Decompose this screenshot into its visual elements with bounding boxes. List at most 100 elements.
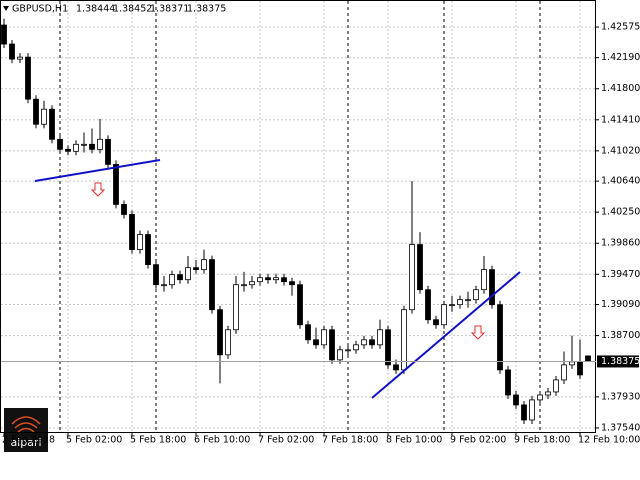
candle-body bbox=[81, 143, 87, 146]
candle-body bbox=[409, 244, 415, 311]
candle-body bbox=[233, 284, 239, 331]
y-tick-label: 1.40640 bbox=[601, 176, 640, 187]
y-tick-label: 1.41020 bbox=[601, 145, 640, 156]
trend-line bbox=[371, 271, 521, 399]
sell-arrow bbox=[470, 325, 486, 340]
candle-body bbox=[73, 143, 79, 152]
x-tick-label: 5 Feb 18:00 bbox=[130, 435, 186, 446]
candle-body bbox=[353, 344, 359, 351]
x-tick-label: 8 Feb 10:00 bbox=[386, 435, 442, 446]
candle-body bbox=[289, 281, 295, 286]
candle-body bbox=[225, 329, 231, 356]
candle-body bbox=[41, 108, 47, 125]
candle-body bbox=[153, 264, 159, 286]
candle-body bbox=[169, 274, 175, 286]
candle-body bbox=[457, 299, 463, 306]
price-label-box bbox=[597, 355, 639, 368]
y-tick-label: 1.39860 bbox=[601, 238, 640, 249]
candle-body bbox=[305, 324, 311, 341]
x-tick-label: 7 Feb 02:00 bbox=[258, 435, 314, 446]
candle-body bbox=[297, 284, 303, 326]
candle-body bbox=[201, 259, 207, 271]
symbol: GBPUSD,H1 bbox=[12, 4, 68, 15]
candle-body bbox=[265, 277, 271, 281]
y-tick-label: 1.42190 bbox=[601, 52, 640, 63]
last-close: 1.38375 bbox=[187, 4, 226, 15]
y-tick-label: 1.38700 bbox=[601, 330, 640, 341]
sell-arrow bbox=[90, 182, 106, 197]
candle-body bbox=[505, 369, 511, 396]
candle-body bbox=[425, 289, 431, 321]
candle-body bbox=[161, 284, 167, 287]
candle-body bbox=[25, 56, 31, 100]
trend-line bbox=[34, 159, 161, 182]
y-tick-label: 1.41800 bbox=[601, 83, 640, 94]
candle-body bbox=[489, 269, 495, 306]
x-tick-label: 6 Feb 10:00 bbox=[194, 435, 250, 446]
candle-body bbox=[313, 339, 319, 346]
y-tick-label: 1.40250 bbox=[601, 207, 640, 218]
y-tick-label: 1.37930 bbox=[601, 391, 640, 402]
candle-body bbox=[97, 138, 103, 150]
x-tick-label: 9 Feb 18:00 bbox=[514, 435, 570, 446]
candle-body bbox=[401, 309, 407, 371]
candle-body bbox=[473, 289, 479, 301]
candle-body bbox=[561, 364, 567, 381]
candle-body bbox=[449, 304, 455, 307]
candle-body bbox=[257, 277, 263, 283]
candle-body bbox=[9, 43, 15, 60]
x-tick-label: 7 Feb 18:00 bbox=[322, 435, 378, 446]
x-tick-label: 5 Feb 02:00 bbox=[66, 435, 122, 446]
candle-body bbox=[361, 339, 367, 346]
candle-body bbox=[577, 361, 583, 376]
candles bbox=[1, 18, 591, 424]
candle-body bbox=[49, 108, 55, 140]
last-open: 1.38444 bbox=[76, 4, 115, 15]
candle-body bbox=[193, 267, 199, 271]
header-icon bbox=[3, 6, 9, 11]
candle-body bbox=[321, 329, 327, 346]
candle-body bbox=[481, 269, 487, 291]
candle-body bbox=[585, 355, 591, 362]
candle-body bbox=[537, 394, 543, 401]
candle-body bbox=[249, 281, 255, 286]
candle-body bbox=[529, 399, 535, 421]
header: GBPUSD,H1 1.38444 1.38452 1.38371 1.3837… bbox=[3, 4, 226, 15]
candle-body bbox=[17, 56, 23, 60]
candle-body bbox=[241, 284, 247, 287]
candle-body bbox=[377, 329, 383, 346]
candle-body bbox=[393, 364, 399, 371]
candle-body bbox=[185, 267, 191, 281]
candle-body bbox=[337, 349, 343, 361]
candle-body bbox=[369, 339, 375, 346]
candle-body bbox=[569, 361, 575, 366]
candle-body bbox=[465, 299, 471, 302]
candle-body bbox=[129, 214, 135, 250]
logo: alpari bbox=[4, 408, 48, 452]
y-tick-label: 1.39470 bbox=[601, 269, 640, 280]
candle-body bbox=[137, 234, 143, 250]
y-tick-label: 1.37540 bbox=[601, 422, 640, 433]
last-high: 1.38452 bbox=[113, 4, 152, 15]
candle-body bbox=[145, 234, 151, 266]
candle-body bbox=[433, 319, 439, 326]
logo-mark bbox=[11, 416, 41, 433]
candle-body bbox=[417, 244, 423, 291]
candle-body bbox=[105, 138, 111, 165]
candle-body bbox=[513, 394, 519, 406]
candle-body bbox=[497, 304, 503, 371]
x-tick-label: 9 Feb 02:00 bbox=[450, 435, 506, 446]
candle-body bbox=[113, 163, 119, 205]
logo-box bbox=[4, 408, 48, 452]
x-tick-label: 2 Feb 2018 bbox=[2, 435, 55, 446]
candle-body bbox=[281, 277, 287, 283]
y-tick-label: 1.39090 bbox=[601, 299, 640, 310]
candle-body bbox=[57, 138, 63, 150]
candle-body bbox=[65, 148, 71, 152]
candle-body bbox=[89, 143, 95, 150]
candle-body bbox=[545, 391, 551, 396]
plot-border bbox=[0, 0, 596, 433]
candle-body bbox=[273, 277, 279, 281]
candle-body bbox=[1, 24, 7, 45]
